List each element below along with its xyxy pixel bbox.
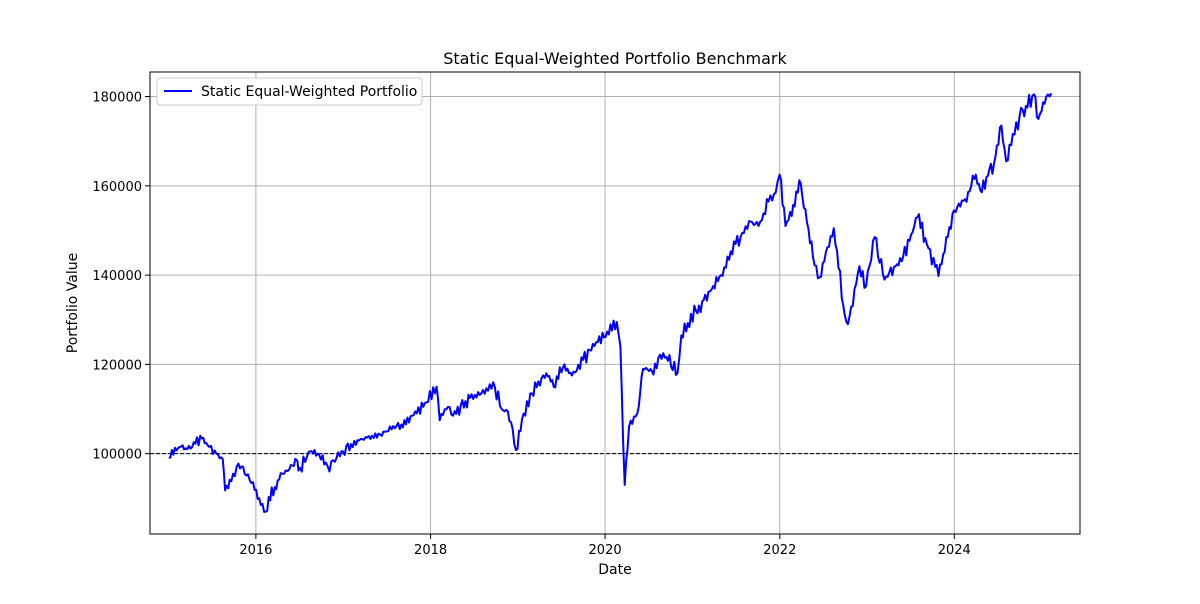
y-tick-label: 140000 (92, 269, 142, 284)
legend-label: Static Equal-Weighted Portfolio (201, 84, 417, 100)
y-tick-label: 100000 (92, 448, 142, 463)
legend-box (156, 77, 423, 106)
y-axis-ticks: 100000 120000 140000 160000 180000 (92, 91, 150, 463)
x-tick-label: 2024 (938, 543, 971, 558)
x-tick-label: 2022 (763, 543, 796, 558)
x-tick-label: 2018 (414, 543, 447, 558)
x-tick-label: 2020 (589, 543, 622, 558)
x-gridlines (255, 72, 955, 534)
x-tick-label: 2016 (239, 543, 272, 558)
plot-background (150, 72, 1080, 534)
y-tick-label: 180000 (92, 91, 142, 106)
y-tick-label: 160000 (92, 180, 142, 195)
legend: Static Equal-Weighted Portfolio (156, 77, 423, 106)
series-line (168, 92, 1053, 513)
chart-title: Static Equal-Weighted Portfolio Benchmar… (443, 49, 787, 68)
x-axis-label: Date (598, 562, 631, 578)
plot-frame (149, 71, 1081, 535)
y-tick-label: 120000 (92, 358, 142, 373)
x-axis-ticks: 2016 2018 2020 2022 2024 (239, 534, 971, 558)
y-axis-label: Portfolio Value (65, 253, 81, 354)
